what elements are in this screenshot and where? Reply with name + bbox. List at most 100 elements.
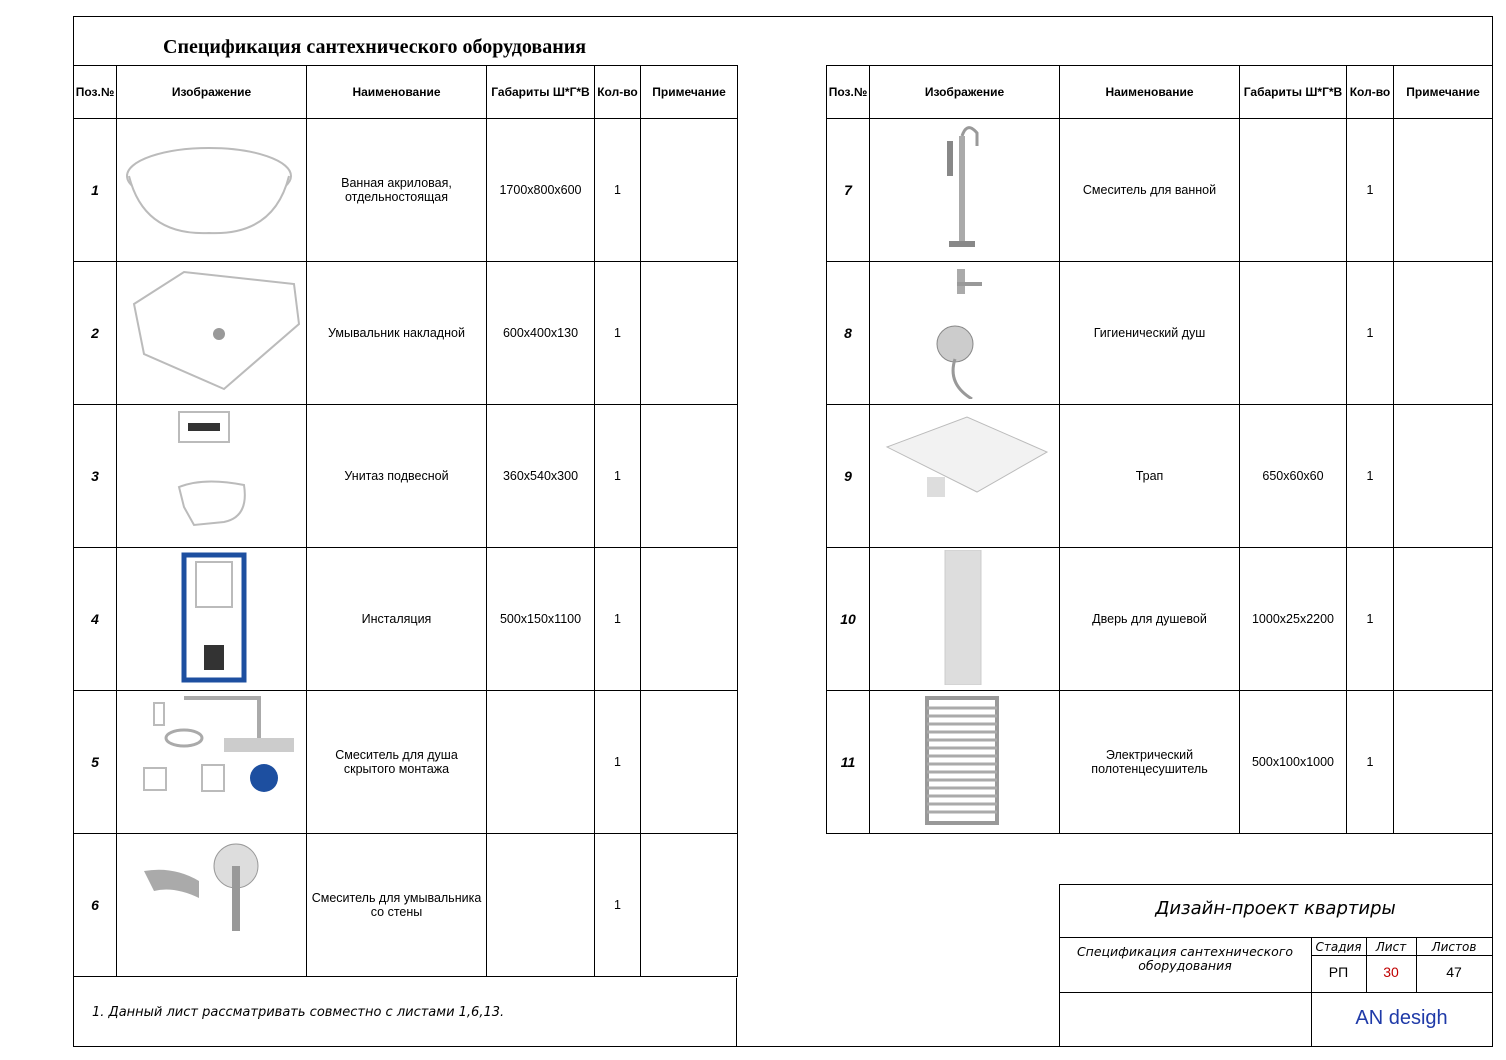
position: 2 bbox=[73, 261, 117, 405]
column-header: Кол-во bbox=[594, 65, 641, 119]
product-image bbox=[116, 261, 307, 405]
image bbox=[125, 147, 292, 235]
row: 11 Электрический полотенцесушитель 500x100… bbox=[826, 690, 1493, 834]
quantity: 1 bbox=[1346, 118, 1394, 262]
image bbox=[132, 270, 300, 391]
remarks bbox=[640, 404, 738, 548]
product-image bbox=[869, 547, 1060, 691]
item-name: Дверь для душевой bbox=[1059, 547, 1240, 691]
sheet-number: 30 bbox=[1383, 964, 1399, 980]
sheet-title: Спецификация сантехнического оборудовани… bbox=[163, 36, 587, 58]
image bbox=[177, 411, 246, 527]
image bbox=[885, 416, 1048, 497]
note-box bbox=[73, 978, 737, 1046]
quantity: 1 bbox=[594, 261, 641, 405]
position: 9 bbox=[826, 404, 870, 548]
product-image bbox=[869, 118, 1060, 262]
quantity: 1 bbox=[1346, 404, 1394, 548]
remarks bbox=[640, 547, 738, 691]
product-image bbox=[116, 547, 307, 691]
column-header: Поз.№ bbox=[826, 65, 870, 119]
product-image bbox=[116, 690, 307, 834]
item-name: Трап bbox=[1059, 404, 1240, 548]
image bbox=[142, 696, 294, 792]
position: 3 bbox=[73, 404, 117, 548]
item-name: Смеситель для умывальника со стены bbox=[306, 833, 487, 977]
row: 9 Трап 650x60x60 1 bbox=[826, 404, 1493, 548]
quantity: 1 bbox=[594, 118, 641, 262]
row: 4 Инсталяция 500x150x1100 1 bbox=[73, 547, 738, 691]
quantity: 1 bbox=[594, 690, 641, 834]
quantity: 1 bbox=[594, 404, 641, 548]
spec-table: Поз.№ Изображение Наименование Габариты Ш*Г… bbox=[73, 65, 738, 977]
remarks bbox=[640, 690, 738, 834]
dimensions: 500x150x1100 bbox=[486, 547, 595, 691]
header-row: Поз.№ Изображение Наименование Габариты Ш*Г… bbox=[73, 65, 738, 119]
row: 5 Смеситель для душа скрытого монтажа 1 bbox=[73, 690, 738, 834]
remarks bbox=[640, 833, 738, 977]
sheet-count: 47 bbox=[1446, 964, 1462, 980]
stamp-line bbox=[1366, 937, 1367, 992]
stamp-line bbox=[1416, 937, 1417, 992]
image bbox=[944, 549, 981, 686]
column-header: Габариты Ш*Г*В bbox=[1239, 65, 1347, 119]
quantity: 1 bbox=[1346, 261, 1394, 405]
column-header: Габариты Ш*Г*В bbox=[486, 65, 595, 119]
dimensions bbox=[486, 833, 595, 977]
stage: РП bbox=[1328, 964, 1349, 980]
dimensions: 500x100x1000 bbox=[1239, 690, 1347, 834]
row: 2 Умывальник накладной 600x400x130 1 bbox=[73, 261, 738, 405]
project-name: Дизайн-проект квартиры bbox=[1155, 898, 1396, 919]
image bbox=[936, 269, 982, 401]
item-name: Умывальник накладной bbox=[306, 261, 487, 405]
row: 6 Смеситель для умывальника со стены 1 bbox=[73, 833, 738, 977]
item-name: Смеситель для душа скрытого монтажа bbox=[306, 690, 487, 834]
stamp-line bbox=[1311, 937, 1312, 1046]
position: 5 bbox=[73, 690, 117, 834]
position: 6 bbox=[73, 833, 117, 977]
row: 7 Смеситель для ванной 1 bbox=[826, 118, 1493, 262]
column-header: Поз.№ bbox=[73, 65, 117, 119]
remarks bbox=[1393, 404, 1493, 548]
stamp-label: Стадия bbox=[1315, 940, 1362, 954]
quantity: 1 bbox=[1346, 690, 1394, 834]
row: 1 Ванная акриловая, отдельностоящая 1700x8… bbox=[73, 118, 738, 262]
product-image bbox=[869, 261, 1060, 405]
remarks bbox=[640, 261, 738, 405]
position: 4 bbox=[73, 547, 117, 691]
column-header: Наименование bbox=[306, 65, 487, 119]
quantity: 1 bbox=[1346, 547, 1394, 691]
stamp-label: Лист bbox=[1375, 940, 1407, 954]
image bbox=[924, 696, 999, 825]
stamp-sheet-title: Спецификация сантехнического оборудовани… bbox=[1076, 944, 1294, 973]
quantity: 1 bbox=[594, 833, 641, 977]
column-header: Примечание bbox=[640, 65, 738, 119]
stamp-label: Листов bbox=[1431, 940, 1477, 954]
note: 1. Данный лист рассматривать совместно с… bbox=[92, 1005, 505, 1020]
stamp-line bbox=[1311, 955, 1492, 956]
dimensions: 1000x25x2200 bbox=[1239, 547, 1347, 691]
dimensions bbox=[1239, 261, 1347, 405]
remarks bbox=[1393, 690, 1493, 834]
item-name: Инсталяция bbox=[306, 547, 487, 691]
row: 8 Гигиенический душ 1 bbox=[826, 261, 1493, 405]
quantity: 1 bbox=[594, 547, 641, 691]
item-name: Электрический полотенцесушитель bbox=[1059, 690, 1240, 834]
column-header: Изображение bbox=[116, 65, 307, 119]
company: AN desigh bbox=[1355, 1007, 1448, 1029]
dimensions: 650x60x60 bbox=[1239, 404, 1347, 548]
position: 11 bbox=[826, 690, 870, 834]
column-header: Изображение bbox=[869, 65, 1060, 119]
item-name: Унитаз подвесной bbox=[306, 404, 487, 548]
row: 3 Унитаз подвесной 360x540x300 1 bbox=[73, 404, 738, 548]
dimensions: 600x400x130 bbox=[486, 261, 595, 405]
dimensions bbox=[1239, 118, 1347, 262]
dimensions bbox=[486, 690, 595, 834]
product-image bbox=[869, 404, 1060, 548]
item-name: Смеситель для ванной bbox=[1059, 118, 1240, 262]
image bbox=[946, 126, 978, 247]
remarks bbox=[1393, 261, 1493, 405]
stamp-box bbox=[1059, 884, 1492, 1046]
row: 10 Дверь для душевой 1000x25x2200 1 bbox=[826, 547, 1493, 691]
